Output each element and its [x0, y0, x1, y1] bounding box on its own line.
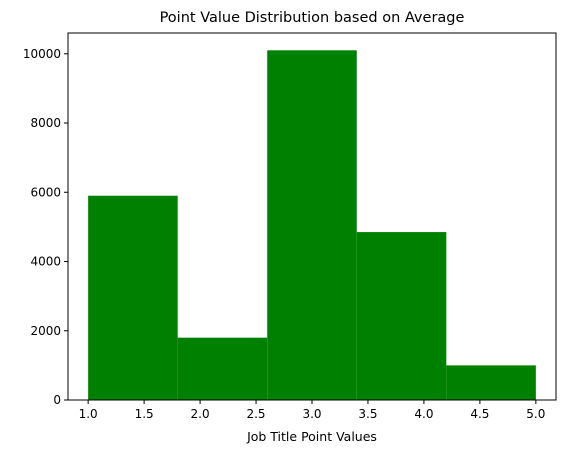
x-tick-label: 2.0: [191, 407, 210, 421]
y-axis-ticks: 0 2000 4000 6000 8000 10000: [23, 47, 68, 407]
x-tick-label: 3.5: [358, 407, 377, 421]
x-tick-label: 5.0: [526, 407, 545, 421]
y-tick-label: 2000: [30, 324, 61, 338]
x-tick-label: 1.5: [135, 407, 154, 421]
chart-title: Point Value Distribution based on Averag…: [160, 10, 465, 26]
x-tick-label: 4.0: [414, 407, 433, 421]
y-tick-label: 4000: [30, 255, 61, 269]
y-tick-label: 8000: [30, 116, 61, 130]
histogram-bar: [177, 337, 268, 400]
x-axis-label: Job Title Point Values: [246, 429, 377, 444]
bars-group: [88, 50, 536, 401]
x-tick-label: 3.0: [302, 407, 321, 421]
y-tick-label: 10000: [23, 47, 61, 61]
histogram-bar: [446, 365, 536, 400]
x-tick-label: 1.0: [79, 407, 98, 421]
histogram-bar: [356, 232, 447, 400]
x-axis-ticks: 1.0 1.5 2.0 2.5 3.0 3.5 4.0 4.5 5.0: [79, 400, 545, 421]
histogram-bar: [267, 50, 357, 401]
y-tick-label: 6000: [30, 185, 61, 199]
x-tick-label: 4.5: [470, 407, 489, 421]
x-tick-label: 2.5: [246, 407, 265, 421]
y-tick-label: 0: [53, 393, 61, 407]
histogram-bar: [88, 195, 178, 400]
